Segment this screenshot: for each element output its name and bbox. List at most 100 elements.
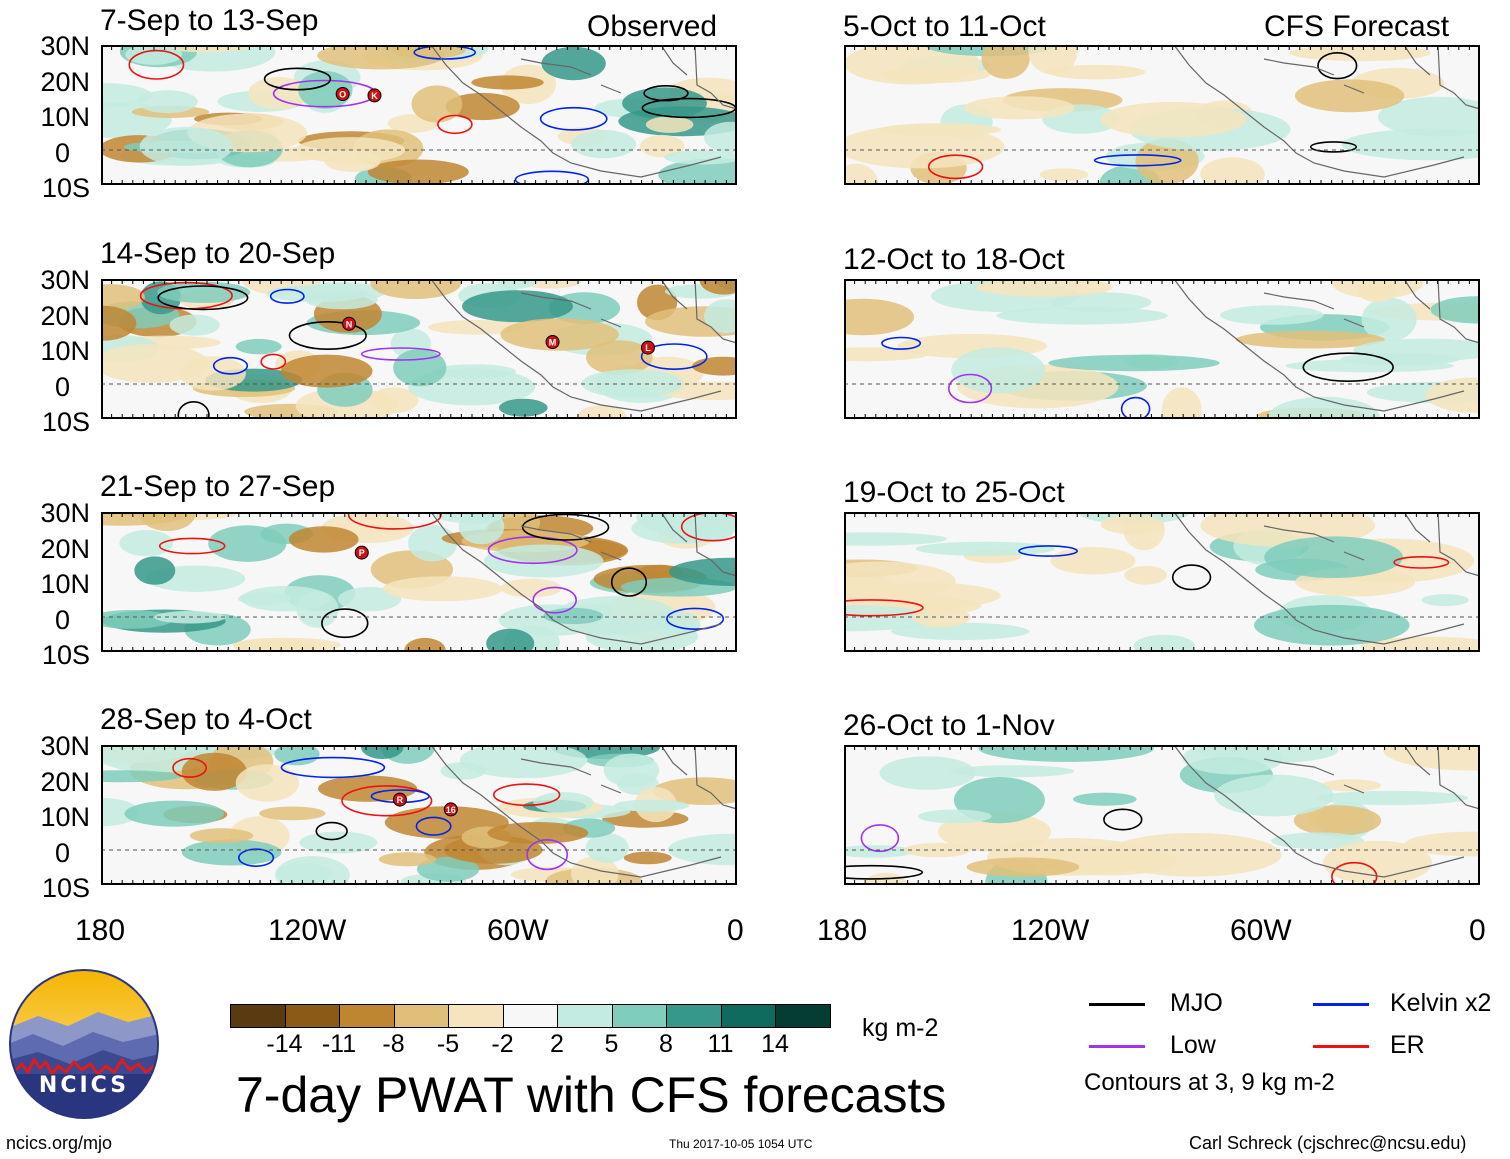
pwat-anomaly-blob — [704, 121, 737, 153]
pwat-anomaly-blob — [1073, 792, 1137, 806]
pwat-anomaly-blob — [1235, 330, 1385, 349]
pwat-anomaly-blob — [844, 605, 935, 632]
lat-label: 10S — [41, 640, 90, 670]
pwat-anomaly-blob — [458, 512, 505, 545]
pwat-anomaly-blob — [318, 775, 418, 802]
storm-marker-label: N — [346, 319, 353, 329]
panel-title: 14-Sep to 20-Sep — [100, 237, 336, 270]
map-panel-forecast-4 — [844, 745, 1480, 885]
pwat-anomaly-blob — [1047, 64, 1146, 80]
ncics-logo: NCICS — [8, 968, 160, 1120]
wave-contour — [212, 356, 249, 375]
pwat-anomaly-blob — [259, 806, 326, 821]
pwat-anomaly-blob — [393, 348, 447, 387]
lat-label: 30N — [40, 265, 90, 295]
pwat-anomaly-blob — [645, 116, 694, 133]
pwat-anomaly-blob — [169, 314, 220, 336]
pwat-anomaly-blob — [966, 857, 1080, 877]
colorbar-swatch — [448, 1004, 504, 1028]
pwat-anomaly-blob — [915, 541, 1056, 556]
pwat-anomaly-blob — [586, 340, 653, 375]
lon-label: 0 — [1469, 914, 1486, 947]
pwat-anomaly-blob — [361, 745, 404, 759]
pwat-anomaly-blob — [1323, 840, 1432, 885]
pwat-anomaly-blob — [134, 556, 176, 585]
wave-contour — [539, 106, 608, 131]
colorbar-swatch — [775, 1004, 831, 1028]
pwat-anomaly-blob — [1161, 387, 1202, 419]
storm-marker-icon: K — [367, 88, 382, 103]
storm-marker-label: R — [397, 795, 404, 805]
map-panel-observed-2: N M L — [101, 279, 737, 419]
pwat-anomaly-blob — [324, 150, 381, 172]
pwat-anomaly-blob — [1321, 779, 1382, 792]
wave-contour — [360, 347, 441, 361]
pwat-anomaly-blob — [1421, 594, 1469, 607]
wave-contour — [280, 756, 386, 779]
pwat-anomaly-field — [844, 512, 1480, 652]
wave-contour — [514, 170, 590, 185]
storm-marker-label: K — [371, 91, 378, 101]
wave-contour — [260, 353, 287, 370]
pwat-anomaly-blob — [459, 745, 588, 779]
pwat-anomaly-blob — [1133, 634, 1196, 652]
pwat-anomaly-blob — [181, 839, 282, 866]
wave-contour — [927, 154, 984, 180]
wave-contour — [157, 285, 249, 311]
pwat-anomaly-blob — [879, 756, 976, 790]
pwat-anomaly-blob — [1214, 774, 1334, 817]
colorbar-swatch — [230, 1004, 286, 1028]
pwat-anomaly-blob — [125, 45, 183, 65]
coastline — [1173, 745, 1480, 878]
wave-contour — [640, 343, 708, 371]
colorbar-swatch — [720, 1004, 776, 1028]
map-panel-forecast-3 — [844, 512, 1480, 652]
wave-contour — [437, 114, 473, 135]
pwat-anomaly-blob — [462, 290, 573, 323]
pwat-anomaly-blob — [411, 85, 463, 123]
storm-marker-icon: L — [640, 340, 655, 355]
pwat-anomaly-blob — [101, 610, 173, 629]
colorbar-tick-label: 11 — [707, 1030, 734, 1058]
pwat-anomaly-blob — [370, 279, 462, 299]
panel-title: 7-Sep to 13-Sep — [100, 4, 319, 37]
colorbar-swatch — [502, 1004, 558, 1028]
storm-marker-icon: O — [335, 87, 350, 101]
pwat-anomaly-blob — [699, 279, 737, 295]
colorbar-tick-label: -14 — [266, 1030, 303, 1058]
coastline — [430, 279, 737, 412]
lat-label: 10S — [41, 873, 90, 903]
lon-label: 60W — [1230, 914, 1292, 947]
map-frame — [101, 45, 737, 185]
pwat-anomaly-blob — [101, 770, 182, 783]
wave-contour — [1171, 564, 1212, 591]
storm-marker-icon: M — [545, 335, 560, 349]
legend-line-kelvin — [1313, 1003, 1369, 1006]
pwat-anomaly-blob — [603, 753, 660, 788]
pwat-anomaly-blob — [1124, 565, 1167, 585]
pwat-anomaly-blob — [704, 299, 737, 334]
lat-label: 0 — [54, 138, 70, 168]
panel-title: 28-Sep to 4-Oct — [100, 703, 312, 736]
lon-label: 60W — [487, 914, 549, 947]
pwat-anomaly-blob — [1100, 101, 1247, 138]
wave-contour — [610, 567, 648, 597]
pwat-anomaly-blob — [904, 842, 971, 858]
pwat-anomaly-blob — [445, 92, 520, 121]
pwat-anomaly-blob — [658, 158, 737, 185]
pwat-anomaly-blob — [499, 398, 548, 417]
wave-contour — [860, 824, 900, 853]
pwat-anomaly-blob — [543, 607, 604, 625]
pwat-anomaly-blob — [1360, 636, 1480, 652]
coastline — [1173, 279, 1480, 412]
colorbar-tick-label: 2 — [550, 1030, 564, 1058]
pwat-anomaly-blob — [1268, 396, 1380, 419]
wave-contour — [666, 607, 725, 631]
pwat-anomaly-blob — [208, 525, 287, 562]
wave-contour — [844, 864, 924, 880]
footer-url: ncics.org/mjo — [6, 1133, 113, 1153]
pwat-anomaly-blob — [964, 96, 1075, 120]
coastline — [430, 512, 737, 645]
pwat-anomaly-blob — [623, 851, 672, 865]
